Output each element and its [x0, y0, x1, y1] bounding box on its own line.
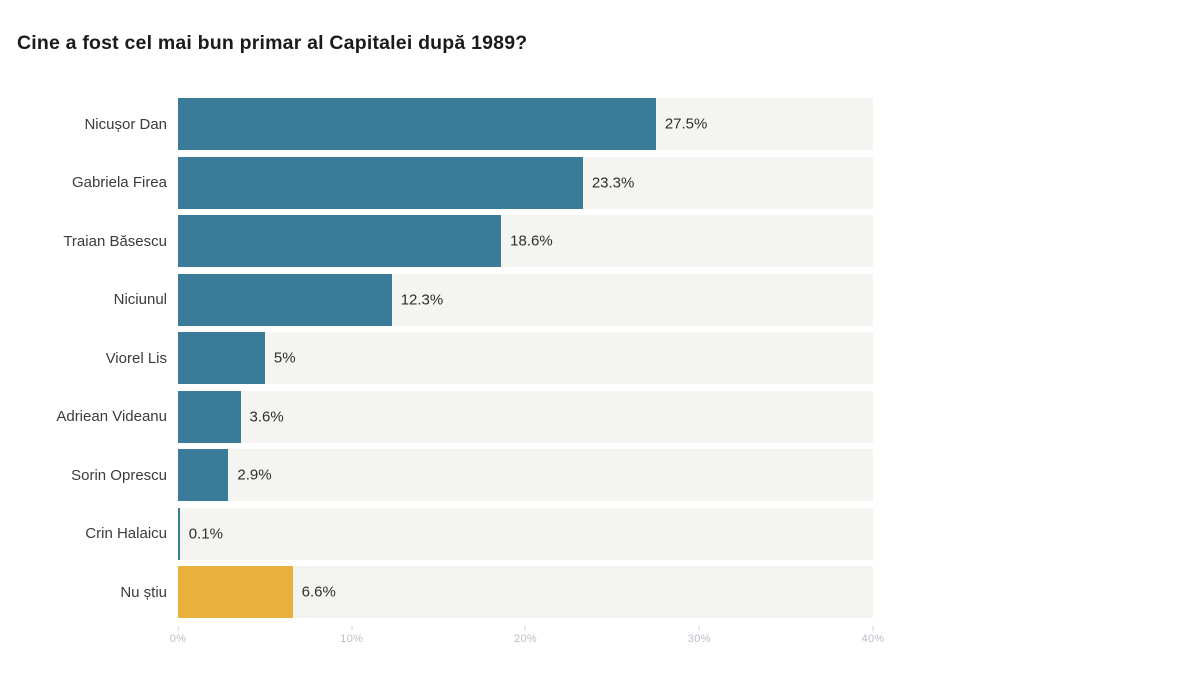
tick-mark	[698, 626, 700, 631]
bar	[178, 390, 241, 443]
chart-row: Sorin Oprescu 2.9%	[0, 449, 1200, 501]
tick-label: 20%	[514, 633, 537, 645]
bar	[178, 98, 656, 150]
category-label: Traian Băsescu	[63, 232, 167, 250]
chart-row: Nicușor Dan 27.5%	[0, 98, 1200, 150]
bar-chart: Nicușor Dan 27.5% Gabriela Firea 23.3% Traia…	[0, 98, 1200, 656]
category-label: Viorel Lis	[105, 349, 167, 367]
category-label: Sorin Oprescu	[71, 466, 167, 484]
bar-track: 23.3%	[178, 156, 873, 209]
category-label: Crin Halaicu	[85, 525, 167, 542]
value-label: 0.1%	[188, 525, 223, 542]
x-axis-tick: 30%	[688, 626, 711, 645]
value-label: 23.3%	[591, 174, 635, 191]
value-label: 2.9%	[237, 466, 272, 484]
chart-row: Crin Halaicu 0.1%	[0, 507, 1200, 560]
value-label: 5%	[273, 349, 296, 367]
bar	[178, 215, 502, 267]
tick-mark	[351, 626, 353, 631]
bar	[178, 332, 265, 384]
tick-label: 30%	[687, 633, 711, 645]
value-label: 12.3%	[400, 291, 444, 308]
value-label: 27.5%	[664, 115, 708, 133]
bar	[178, 507, 180, 560]
bar	[178, 566, 293, 618]
chart-row: Nu știu 6.6%	[0, 566, 1200, 618]
category-label: Nicușor Dan	[84, 115, 167, 133]
chart-title: Cine a fost cel mai bun primar al Capita…	[17, 32, 528, 54]
page: Cine a fost cel mai bun primar al Capita…	[0, 32, 1200, 656]
tick-mark	[524, 626, 526, 631]
tick-mark	[177, 626, 179, 631]
bar-track: 18.6%	[178, 215, 873, 267]
bar	[178, 273, 392, 326]
value-label: 3.6%	[249, 408, 284, 425]
chart-row: Adriean Videanu 3.6%	[0, 390, 1200, 443]
bar	[178, 449, 229, 501]
x-axis-tick: 40%	[862, 626, 885, 645]
bar-track: 12.3%	[178, 273, 873, 326]
bar-track: 3.6%	[178, 390, 873, 443]
category-label: Adriean Videanu	[56, 408, 167, 425]
bar-track: 6.6%	[178, 566, 873, 618]
bar	[178, 156, 583, 209]
tick-mark	[872, 626, 874, 631]
bar-track: 5%	[178, 332, 873, 384]
x-axis: 0% 10% 20% 30% 40%	[170, 626, 884, 656]
bar-track: 0.1%	[178, 507, 873, 560]
value-label: 6.6%	[301, 583, 336, 601]
category-label: Nu știu	[120, 583, 167, 601]
chart-row: Niciunul 12.3%	[0, 273, 1200, 326]
value-label: 18.6%	[510, 232, 553, 250]
chart-row: Gabriela Firea 23.3%	[0, 156, 1200, 209]
chart-row: Traian Băsescu 18.6%	[0, 215, 1200, 267]
x-axis-tick: 20%	[514, 626, 537, 645]
tick-label: 40%	[861, 633, 885, 645]
tick-label: 10%	[340, 633, 364, 645]
category-label: Gabriela Firea	[71, 174, 167, 191]
tick-label: 0%	[169, 633, 187, 645]
x-axis-tick: 10%	[340, 626, 363, 645]
chart-row: Viorel Lis 5%	[0, 332, 1200, 384]
bar-track: 2.9%	[178, 449, 873, 501]
category-label: Niciunul	[113, 291, 167, 308]
x-axis-tick: 0%	[170, 626, 187, 645]
chart-rows: Nicușor Dan 27.5% Gabriela Firea 23.3% Traia…	[0, 98, 1200, 618]
bar-track: 27.5%	[178, 98, 873, 150]
